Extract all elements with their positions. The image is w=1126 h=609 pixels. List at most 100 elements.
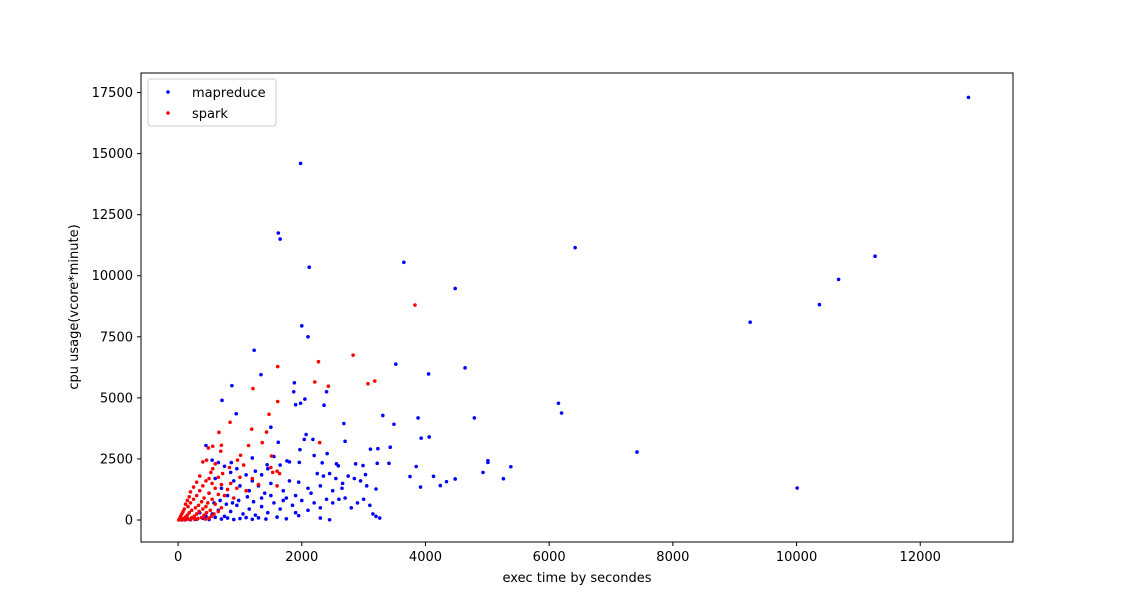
data-point-mapreduce-50: [325, 451, 329, 456]
data-point-mapreduce-87: [287, 479, 292, 483]
data-point-spark-79: [216, 509, 221, 514]
data-point-mapreduce-11: [748, 320, 752, 324]
data-point-spark-75: [186, 504, 190, 509]
data-point-mapreduce-95: [231, 479, 236, 483]
data-point-mapreduce-159: [253, 469, 258, 473]
data-point-mapreduce-179: [245, 495, 250, 499]
data-point-mapreduce-46: [368, 447, 373, 451]
data-point-spark-50: [191, 485, 196, 489]
data-point-mapreduce-58: [287, 460, 292, 464]
data-point-mapreduce-16: [463, 366, 467, 370]
data-point-mapreduce-2: [276, 231, 281, 235]
data-point-spark-72: [196, 503, 201, 508]
data-point-mapreduce-41: [311, 437, 315, 442]
data-point-spark-78: [208, 508, 213, 513]
data-point-mapreduce-140: [264, 517, 268, 521]
data-point-mapreduce-147: [219, 517, 224, 521]
data-point-spark-44: [210, 481, 214, 486]
data-point-spark-24: [235, 458, 240, 462]
data-point-spark-66: [185, 498, 190, 503]
data-point-mapreduce-167: [327, 471, 332, 476]
data-point-mapreduce-106: [371, 512, 375, 516]
data-point-mapreduce-63: [336, 463, 341, 468]
x-tick-label: 0: [174, 550, 182, 565]
data-point-mapreduce-74: [501, 476, 506, 481]
data-point-spark-103: [193, 517, 197, 522]
data-point-mapreduce-142: [250, 517, 255, 522]
data-point-mapreduce-143: [244, 515, 248, 520]
data-point-spark-48: [275, 484, 279, 488]
data-point-mapreduce-6: [402, 260, 406, 265]
data-point-spark-47: [256, 482, 261, 487]
legend-marker-mapreduce: [166, 90, 170, 94]
data-point-spark-17: [219, 443, 224, 448]
data-point-spark-107: [188, 517, 192, 522]
data-point-mapreduce-9: [453, 286, 457, 291]
data-point-mapreduce-100: [337, 497, 341, 502]
data-point-spark-10: [267, 412, 271, 417]
data-point-spark-68: [205, 501, 210, 505]
data-point-mapreduce-171: [364, 484, 369, 488]
data-point-spark-73: [204, 504, 208, 509]
data-point-spark-25: [204, 458, 209, 462]
data-point-spark-54: [244, 488, 248, 493]
data-point-mapreduce-119: [272, 501, 276, 505]
data-point-mapreduce-43: [276, 440, 281, 445]
data-point-mapreduce-113: [306, 508, 310, 513]
data-point-mapreduce-85: [306, 486, 310, 491]
data-point-spark-36: [209, 470, 213, 475]
data-point-mapreduce-123: [247, 507, 252, 511]
data-point-mapreduce-174: [293, 493, 298, 498]
data-point-mapreduce-42: [343, 439, 347, 444]
legend-label-mapreduce: mapreduce: [192, 86, 266, 101]
data-point-mapreduce-20: [230, 383, 234, 388]
data-point-spark-13: [264, 430, 269, 434]
data-point-mapreduce-62: [353, 462, 358, 466]
data-point-mapreduce-71: [363, 472, 368, 477]
data-point-mapreduce-165: [315, 471, 320, 476]
data-point-mapreduce-32: [416, 416, 420, 420]
data-point-mapreduce-170: [358, 479, 363, 483]
x-axis-label: exec time by secondes: [502, 571, 651, 586]
data-point-spark-8: [251, 386, 255, 391]
data-point-mapreduce-45: [388, 445, 393, 450]
y-axis-label: cpu usage(vcore*minute): [67, 224, 82, 389]
data-point-spark-81: [189, 508, 194, 513]
data-point-spark-2: [316, 359, 321, 364]
data-point-mapreduce-110: [324, 497, 329, 502]
data-point-mapreduce-93: [247, 488, 252, 493]
data-point-spark-11: [228, 420, 232, 425]
data-point-mapreduce-68: [414, 464, 419, 469]
legend-marker-spark: [166, 111, 170, 115]
data-point-mapreduce-112: [312, 501, 316, 505]
data-point-spark-14: [217, 430, 221, 435]
data-point-mapreduce-44: [204, 443, 208, 448]
data-point-mapreduce-55: [375, 461, 380, 466]
data-point-mapreduce-78: [418, 485, 423, 489]
data-point-mapreduce-101: [343, 496, 347, 500]
data-point-spark-56: [188, 490, 193, 494]
y-tick-label: 10000: [92, 269, 133, 284]
data-point-spark-12: [249, 427, 254, 431]
data-point-mapreduce-3: [278, 237, 282, 241]
data-point-mapreduce-39: [427, 435, 431, 439]
data-point-spark-53: [235, 486, 239, 491]
data-point-spark-9: [275, 399, 280, 404]
data-point-spark-27: [213, 462, 218, 466]
data-point-mapreduce-162: [228, 470, 233, 475]
data-point-mapreduce-98: [213, 476, 218, 481]
data-point-mapreduce-163: [222, 464, 227, 469]
data-point-mapreduce-109: [330, 501, 335, 505]
y-tick-label: 5000: [100, 391, 133, 406]
data-point-spark-77: [201, 507, 205, 511]
data-point-spark-64: [231, 496, 236, 500]
y-tick-label: 12500: [92, 208, 133, 223]
y-tick-label: 0: [125, 514, 133, 529]
data-point-mapreduce-29: [559, 411, 564, 415]
data-point-spark-109: [180, 517, 185, 522]
data-point-mapreduce-10: [817, 302, 822, 307]
data-point-spark-19: [206, 446, 211, 450]
data-point-mapreduce-35: [392, 422, 396, 427]
data-point-spark-87: [194, 512, 199, 516]
